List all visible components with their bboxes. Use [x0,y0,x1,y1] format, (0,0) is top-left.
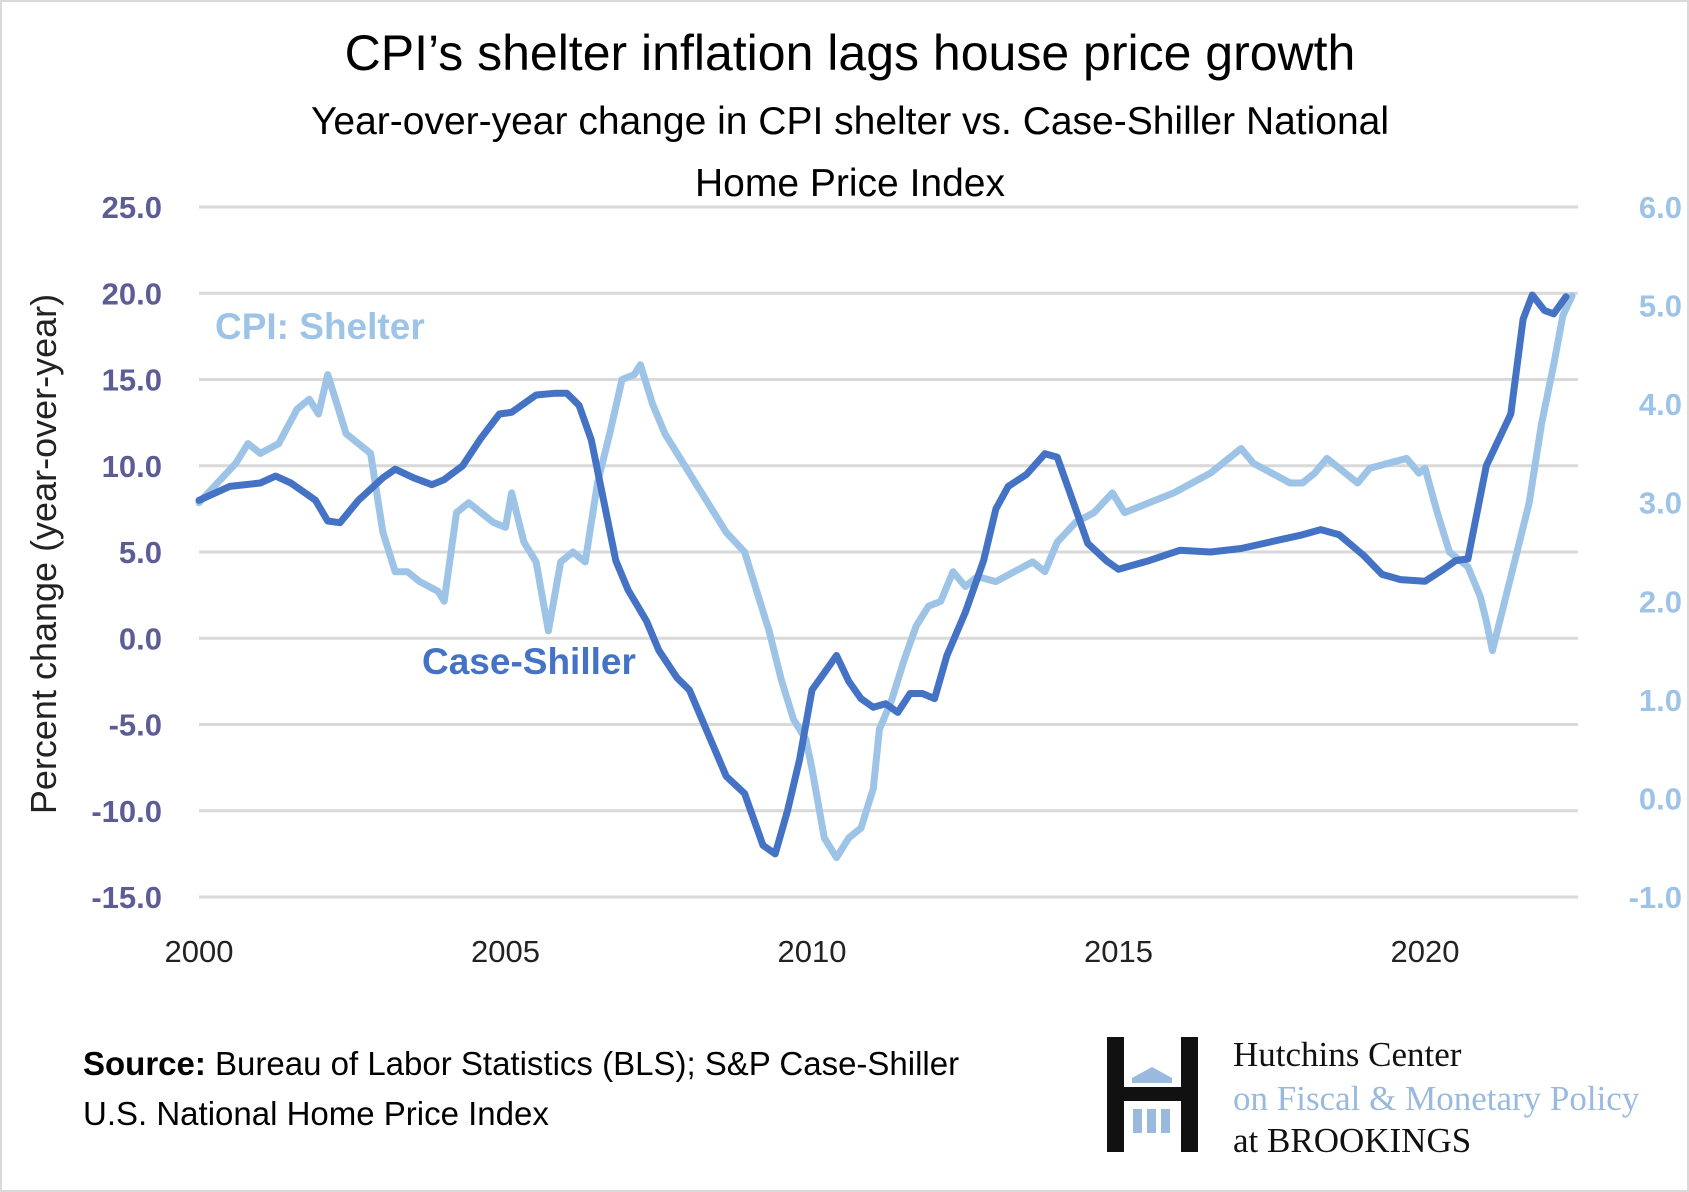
logo-line1: Hutchins Center [1233,1035,1462,1074]
y-tick-label: 20.0 [102,276,162,311]
source-label: Source: [83,1045,206,1082]
y2-tick-label: 0.0 [1639,781,1682,816]
y2-tick-label: 3.0 [1639,486,1682,521]
y2-tick-label: 5.0 [1639,289,1682,324]
case-shiller-label: Case-Shiller [422,641,636,682]
y-tick-label: -10.0 [91,794,162,829]
y2-tick-label: 1.0 [1639,683,1682,718]
x-tick-label: 2015 [1084,934,1153,969]
x-tick-label: 2020 [1391,934,1460,969]
y-tick-label: -15.0 [91,880,162,915]
chart-subtitle-line2: Home Price Index [695,162,1005,205]
logo-line3: at BROOKINGS [1233,1121,1471,1160]
cpi-shelter-line [195,292,1576,862]
y-tick-label: 25.0 [102,190,162,225]
y2-tick-label: -1.0 [1629,880,1682,915]
y-tick-label: 5.0 [119,535,162,570]
x-tick-label: 2005 [471,934,540,969]
y2-tick-label: 6.0 [1639,190,1682,225]
chart-subtitle-line1: Year-over-year change in CPI shelter vs.… [311,100,1389,143]
y-axis-label: Percent change (year-over-year) [23,294,64,814]
case-shiller-line [195,291,1570,858]
x-tick-label: 2000 [165,934,234,969]
gridlines [199,205,1578,899]
hutchins-logo-mark [1107,1037,1198,1152]
source-text: Bureau of Labor Statistics (BLS); S&P Ca… [206,1045,959,1082]
chart-title: CPI’s shelter inflation lags house price… [345,25,1356,81]
source-line1: Source: Bureau of Labor Statistics (BLS)… [83,1045,959,1082]
series-lines [195,291,1576,862]
y-tick-label: -5.0 [109,708,162,743]
logo-line2: on Fiscal & Monetary Policy [1233,1079,1640,1118]
axis-ticks: 25.0 20.0 15.0 10.0 5.0 0.0 -5.0 -10.0 -15.0 6.0 5… [91,190,1682,969]
y2-tick-label: 2.0 [1639,584,1682,619]
y-tick-label: 0.0 [119,621,162,656]
y-tick-label: 15.0 [102,363,162,398]
cpi-shelter-label: CPI: Shelter [215,306,425,347]
y2-tick-label: 4.0 [1639,387,1682,422]
source-line2: U.S. National Home Price Index [83,1095,549,1132]
x-tick-label: 2010 [778,934,847,969]
y-tick-label: 10.0 [102,449,162,484]
